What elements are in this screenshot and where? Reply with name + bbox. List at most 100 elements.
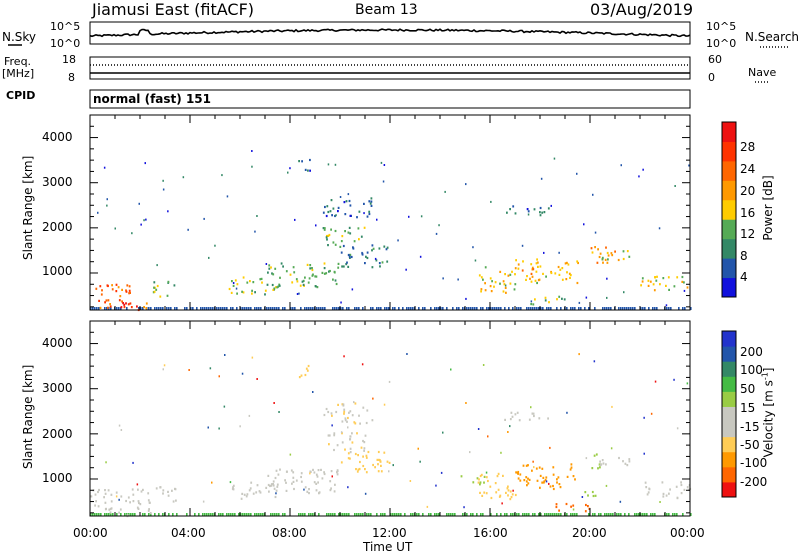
velocity-echo-cell	[526, 484, 528, 487]
velocity-echo-cell	[256, 484, 259, 487]
power-echo-cell	[541, 211, 544, 214]
velocity-echo-cell	[483, 481, 485, 484]
velocity-y-tick-1000: 1000	[42, 471, 73, 485]
power-ground-cell	[290, 307, 292, 310]
velocity-echo-cell	[272, 483, 274, 486]
power-ground-cell	[218, 307, 220, 310]
velocity-echo-cell	[686, 486, 689, 489]
power-echo-cell	[334, 229, 337, 233]
power-ground-cell	[516, 307, 518, 310]
velocity-ground-cell	[186, 513, 188, 516]
power-echo-cell	[159, 295, 162, 298]
power-echo-cell	[596, 261, 599, 264]
velocity-echo-cell	[516, 411, 519, 414]
velocity-ground-cell	[244, 513, 246, 516]
velocity-echo-cell	[618, 456, 620, 460]
power-echo-cell	[301, 160, 303, 163]
velocity-echo-cell	[522, 464, 525, 467]
power-noise-cell	[578, 301, 581, 304]
velocity-ground-cell	[438, 513, 440, 516]
velocity-ground-cell	[274, 513, 276, 516]
velocity-ground-cell	[600, 513, 602, 516]
power-ground-cell	[594, 307, 596, 310]
power-echo-cell	[576, 260, 579, 263]
power-noise-cell	[543, 251, 545, 254]
velocity-ground-cell	[312, 513, 314, 516]
velocity-echo-cell	[323, 472, 326, 476]
velocity-ground-cell	[610, 513, 612, 516]
power-echo-cell	[343, 201, 346, 204]
velocity-noise-cell	[426, 505, 429, 508]
power-echo-cell	[350, 255, 353, 259]
velocity-echo-cell	[527, 464, 529, 467]
velocity-noise-cell	[442, 431, 444, 434]
velocity-echo-cell	[365, 454, 368, 457]
power-ground-cell	[174, 307, 176, 310]
power-ground-cell	[388, 307, 390, 310]
power-echo-cell	[106, 306, 109, 309]
power-echo-cell	[325, 272, 328, 275]
velocity-echo-cell	[552, 484, 554, 488]
velocity-echo-cell	[358, 467, 361, 471]
power-echo-cell	[311, 267, 313, 270]
power-colorbar-cell	[722, 160, 736, 181]
velocity-echo-cell	[644, 481, 647, 484]
power-echo-cell	[323, 227, 326, 230]
velocity-ground-cell	[416, 513, 418, 516]
velocity-ground-cell	[382, 513, 384, 516]
power-ground-cell	[142, 307, 144, 310]
velocity-noise-cell	[619, 500, 622, 503]
velocity-echo-cell	[479, 481, 482, 484]
power-echo-cell	[364, 262, 366, 265]
velocity-ground-cell	[450, 513, 452, 516]
velocity-y-tick-3000: 3000	[42, 381, 73, 395]
power-ground-cell	[306, 307, 308, 310]
velocity-echo-cell	[147, 509, 150, 512]
power-ground-cell	[490, 307, 492, 310]
power-noise-cell	[254, 230, 256, 233]
power-ground-cell	[184, 307, 186, 310]
velocity-noise-cell	[136, 483, 139, 486]
velocity-echo-cell	[279, 468, 281, 471]
velocity-ground-cell	[606, 513, 608, 516]
power-ground-cell	[610, 307, 612, 310]
power-ground-cell	[538, 307, 540, 310]
power-ground-cell	[334, 307, 336, 310]
power-echo-cell	[509, 208, 511, 211]
power-ground-cell	[126, 307, 128, 310]
velocity-echo-cell	[460, 475, 463, 478]
velocity-colorbar-cell	[722, 331, 736, 347]
power-echo-cell	[598, 255, 601, 259]
velocity-ground-cell	[328, 513, 330, 516]
power-noise-cell	[550, 204, 552, 207]
velocity-ground-cell	[226, 513, 228, 516]
velocity-echo-cell	[525, 476, 528, 479]
power-ground-cell	[458, 307, 460, 310]
velocity-echo-cell	[539, 474, 542, 477]
power-echo-cell	[604, 258, 607, 261]
power-ground-cell	[690, 307, 692, 310]
velocity-echo-cell	[362, 455, 364, 458]
velocity-noise-cell	[593, 360, 596, 363]
velocity-noise-cell	[256, 378, 258, 380]
noise-sky-line	[89, 28, 691, 38]
power-noise-cell	[347, 193, 350, 196]
power-echo-cell	[676, 276, 679, 279]
velocity-echo-cell	[555, 505, 558, 509]
power-noise-cell	[106, 198, 108, 201]
velocity-echo-cell	[600, 463, 603, 466]
velocity-ground-cell	[672, 513, 674, 516]
velocity-echo-cell	[258, 490, 261, 493]
power-echo-cell	[353, 240, 356, 243]
velocity-echo-cell	[624, 462, 627, 465]
power-ground-cell	[320, 307, 322, 310]
velocity-echo-cell	[516, 471, 519, 474]
power-echo-cell	[363, 202, 365, 205]
velocity-echo-cell	[110, 500, 113, 503]
velocity-echo-cell	[515, 471, 517, 474]
velocity-echo-cell	[147, 492, 150, 495]
velocity-echo-group	[90, 353, 692, 518]
velocity-echo-cell	[494, 482, 497, 485]
velocity-noise-cell	[202, 500, 205, 503]
power-noise-cell	[465, 183, 467, 186]
